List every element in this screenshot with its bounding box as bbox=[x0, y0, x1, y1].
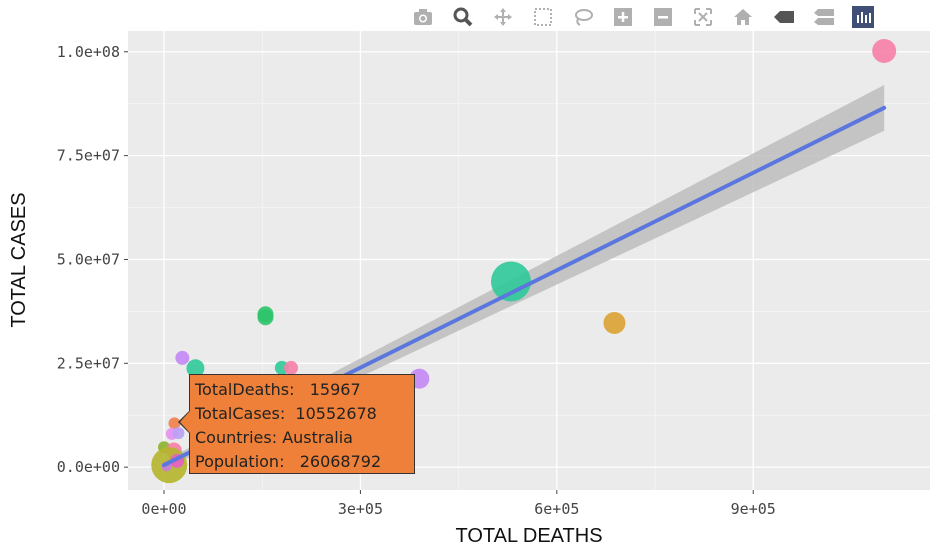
y-tick-label: 1.0e+08 bbox=[57, 43, 120, 61]
y-tick-label: 5.0e+07 bbox=[57, 250, 120, 268]
spike-lines-icon[interactable] bbox=[770, 6, 796, 28]
hover-tooltip: TotalDeaths: 15967 TotalCases: 10552678 … bbox=[189, 374, 415, 474]
data-point[interactable] bbox=[168, 417, 181, 430]
pan-icon[interactable] bbox=[490, 6, 516, 28]
x-tick-label: 6e+05 bbox=[534, 500, 579, 518]
data-point[interactable] bbox=[284, 360, 299, 375]
zoom-in-icon[interactable] bbox=[610, 6, 636, 28]
box-select-icon[interactable] bbox=[530, 6, 556, 28]
camera-icon[interactable] bbox=[410, 6, 436, 28]
data-point[interactable] bbox=[490, 261, 531, 302]
tooltip-country: Countries: Australia bbox=[195, 428, 353, 447]
tooltip-pointer-fill bbox=[180, 411, 190, 433]
x-axis-ticks: 0e+00 3e+05 6e+05 9e+05 bbox=[141, 490, 776, 518]
autoscale-icon[interactable] bbox=[690, 6, 716, 28]
data-point[interactable] bbox=[186, 359, 205, 378]
compare-hover-icon[interactable] bbox=[810, 6, 836, 28]
tooltip-population: Population: 26068792 bbox=[195, 452, 382, 471]
y-axis-ticks: 0.0e+00 2.5e+07 5.0e+07 7.5e+07 1.0e+08 bbox=[57, 43, 128, 476]
reset-axes-icon[interactable] bbox=[730, 6, 756, 28]
lasso-icon[interactable] bbox=[570, 6, 596, 28]
data-point[interactable] bbox=[175, 350, 190, 365]
data-point[interactable] bbox=[603, 312, 626, 335]
data-point[interactable] bbox=[257, 309, 274, 326]
y-tick-label: 0.0e+00 bbox=[57, 458, 120, 476]
zoom-out-icon[interactable] bbox=[650, 6, 676, 28]
plotly-logo-icon[interactable] bbox=[850, 6, 876, 28]
y-tick-label: 7.5e+07 bbox=[57, 147, 120, 165]
x-axis-title: TOTAL DEATHS bbox=[455, 525, 602, 547]
y-axis-title: TOTAL CASES bbox=[8, 192, 30, 327]
data-point[interactable] bbox=[872, 38, 897, 63]
zoom-icon[interactable] bbox=[450, 6, 476, 28]
x-tick-label: 3e+05 bbox=[338, 500, 383, 518]
modebar bbox=[410, 4, 936, 30]
y-tick-label: 2.5e+07 bbox=[57, 354, 120, 372]
tooltip-total-deaths: TotalDeaths: 15967 bbox=[195, 380, 361, 399]
tooltip-total-cases: TotalCases: 10552678 bbox=[195, 404, 377, 423]
x-tick-label: 0e+00 bbox=[141, 500, 186, 518]
x-tick-label: 9e+05 bbox=[731, 500, 776, 518]
